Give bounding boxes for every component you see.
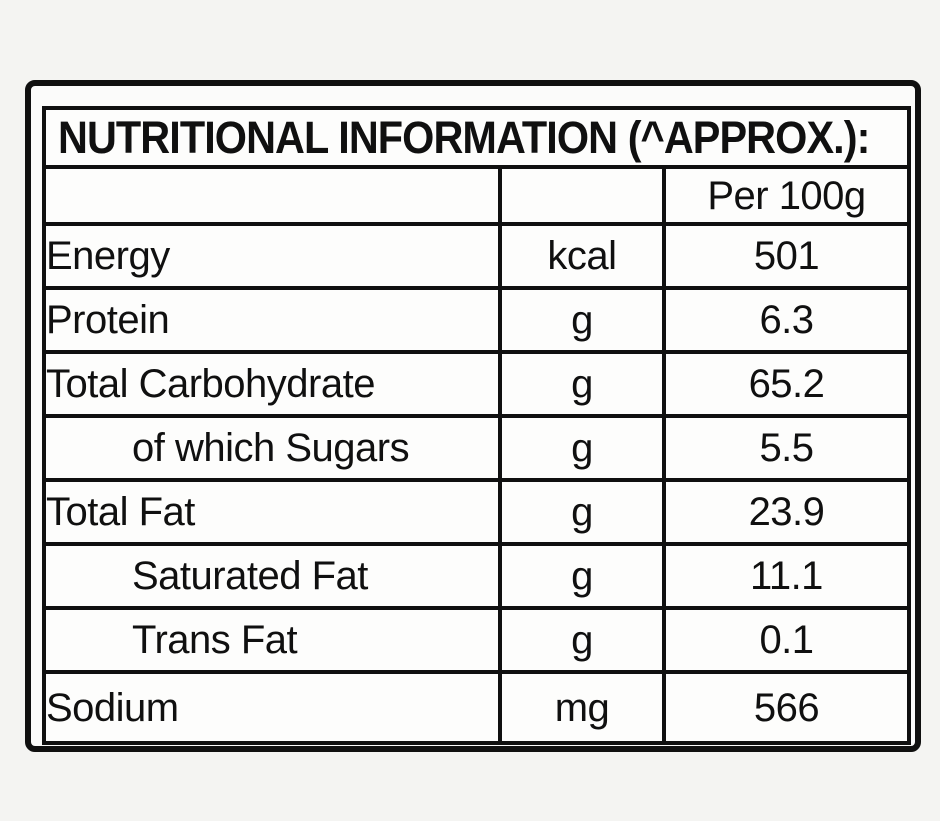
nutrient-name-cell: Sodium (42, 670, 502, 745)
nutrient-name-cell: Total Carbohydrate (42, 350, 502, 418)
nutrient-name-cell: of which Sugars (42, 414, 502, 482)
nutrient-name-cell: Energy (42, 222, 502, 290)
nutrition-table: NUTRITIONAL INFORMATION (^APPROX.): Per … (42, 106, 911, 745)
table-title: NUTRITIONAL INFORMATION (^APPROX.): (57, 111, 870, 163)
label-outer-border: NUTRITIONAL INFORMATION (^APPROX.): Per … (25, 80, 921, 752)
nutrient-value-cell: 566 (662, 670, 911, 745)
nutrient-value-cell: 5.5 (662, 414, 911, 482)
table-row: of which Sugars g 5.5 (42, 414, 911, 482)
nutrient-value-cell: 0.1 (662, 606, 911, 674)
nutrient-value-cell: 65.2 (662, 350, 911, 418)
nutrient-name-cell: Saturated Fat (42, 542, 502, 610)
nutrient-name-cell: Protein (42, 286, 502, 354)
table-row: Trans Fat g 0.1 (42, 606, 911, 674)
table-row: Energy kcal 501 (42, 222, 911, 290)
nutrient-name-cell: Trans Fat (42, 606, 502, 674)
nutrient-name-cell: Total Fat (42, 478, 502, 546)
header-row: Per 100g (42, 165, 911, 226)
table-row: Total Carbohydrate g 65.2 (42, 350, 911, 418)
nutrient-unit-cell: kcal (498, 222, 666, 290)
nutrient-value-cell: 23.9 (662, 478, 911, 546)
title-cell: NUTRITIONAL INFORMATION (^APPROX.): (42, 106, 911, 169)
nutrient-unit-cell: g (498, 542, 666, 610)
nutrient-value-cell: 11.1 (662, 542, 911, 610)
table-row: Sodium mg 566 (42, 670, 911, 745)
table-row: Total Fat g 23.9 (42, 478, 911, 546)
nutrient-value-cell: 6.3 (662, 286, 911, 354)
nutrient-unit-cell: g (498, 606, 666, 674)
header-unit-cell (498, 165, 666, 226)
nutrient-unit-cell: g (498, 478, 666, 546)
title-row: NUTRITIONAL INFORMATION (^APPROX.): (42, 106, 911, 169)
nutrient-unit-cell: mg (498, 670, 666, 745)
header-nutrient-cell (42, 165, 502, 226)
table-row: Saturated Fat g 11.1 (42, 542, 911, 610)
nutrient-unit-cell: g (498, 350, 666, 418)
table-row: Protein g 6.3 (42, 286, 911, 354)
nutrient-unit-cell: g (498, 286, 666, 354)
header-amount-cell: Per 100g (662, 165, 911, 226)
nutrient-value-cell: 501 (662, 222, 911, 290)
nutrient-unit-cell: g (498, 414, 666, 482)
